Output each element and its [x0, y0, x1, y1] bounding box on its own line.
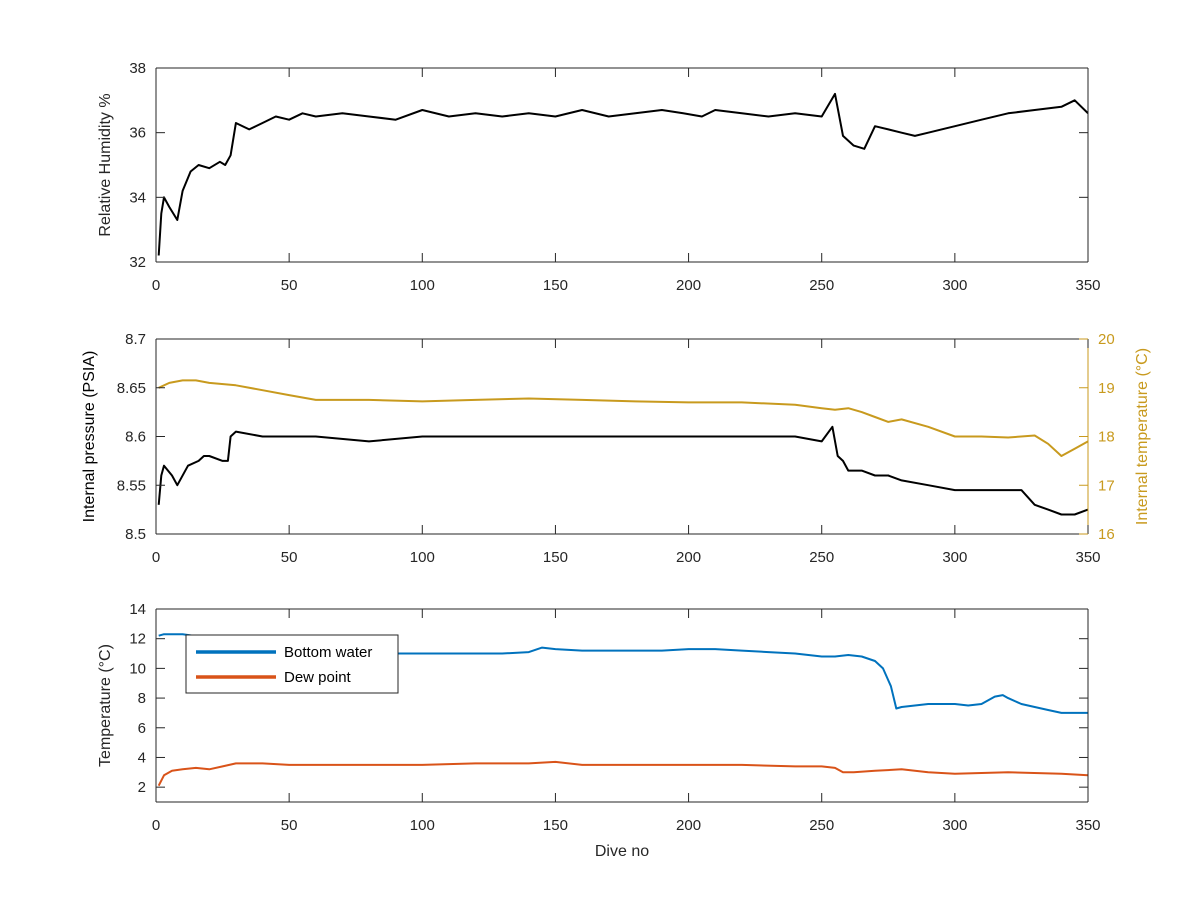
- y-tick-label: 36: [129, 125, 146, 142]
- legend-label: Bottom water: [284, 644, 372, 661]
- humidity-panel: 0 50 100 150 200 250 300 350 32 34 36 38 Relative Hu…: [97, 60, 1101, 294]
- x-tick-label: 300: [942, 277, 967, 294]
- y2-tick-label: 18: [1098, 429, 1115, 446]
- series-group: [157, 92, 1088, 256]
- x-tick-label: 0: [152, 549, 160, 566]
- series-line-0: [157, 425, 1088, 516]
- x-tick-label: 100: [410, 277, 435, 294]
- series-line-0: [157, 92, 1088, 256]
- y-axis-label: Relative Humidity %: [97, 93, 114, 236]
- x-tick-label: 250: [809, 817, 834, 834]
- x-tick-label: 200: [676, 277, 701, 294]
- pressure-temperature-panel: 0 50 100 150 200 250 300 350 8.5 8.55 8.6 8.65 8.7 16…: [81, 331, 1151, 566]
- y-tick-label: 38: [129, 60, 146, 77]
- y-tick-label: 12: [129, 631, 146, 648]
- y-tick-label: 8.55: [117, 477, 146, 494]
- legend-label: Dew point: [284, 669, 352, 686]
- y-tick-label: 10: [129, 660, 146, 677]
- y-tick-label: 8.7: [125, 331, 146, 348]
- x-tick-label: 250: [809, 277, 834, 294]
- y-axis-label: Temperature (°C): [97, 644, 114, 767]
- y2-axis-label: Internal temperature (°C): [1134, 348, 1151, 525]
- y-tick-label: 14: [129, 601, 146, 618]
- y-tick-label: 8.65: [117, 380, 146, 397]
- y-tick-label: 2: [138, 779, 146, 796]
- x-axis-label: Dive no: [595, 843, 649, 860]
- temperature-panel: 0 50 100 150 200 250 300 350 2 4 6 8 10 12 14 Temperatu…: [97, 601, 1101, 860]
- plot-area: [156, 68, 1088, 262]
- x-tick-label: 350: [1075, 277, 1100, 294]
- x-tick-label: 150: [543, 817, 568, 834]
- y-tick-label: 34: [129, 189, 146, 206]
- x-tick-label: 300: [942, 817, 967, 834]
- legend: Bottom water Dew point: [185, 634, 399, 694]
- x-tick-label: 250: [809, 549, 834, 566]
- x-tick-label: 50: [281, 817, 298, 834]
- x-tick-label: 50: [281, 277, 298, 294]
- legend-box: [185, 634, 399, 694]
- x-tick-label: 150: [543, 277, 568, 294]
- x-tick-label: 350: [1075, 817, 1100, 834]
- x-tick-label: 100: [410, 549, 435, 566]
- y-axis-label: Internal pressure (PSIA): [81, 351, 98, 523]
- x-tick-label: 200: [676, 549, 701, 566]
- x-tick-label: 200: [676, 817, 701, 834]
- y-tick-label: 8.6: [125, 429, 146, 446]
- series-line-1: [158, 379, 1088, 457]
- y-tick-label: 4: [138, 749, 146, 766]
- y2-tick-label: 16: [1098, 526, 1115, 543]
- x-tick-label: 150: [543, 549, 568, 566]
- y-tick-label: 32: [129, 254, 146, 271]
- y2-tick-label: 20: [1098, 331, 1115, 348]
- y2-tick-label: 19: [1098, 380, 1115, 397]
- x-tick-label: 0: [152, 817, 160, 834]
- series-group: [157, 379, 1088, 516]
- y2-tick-label: 17: [1098, 477, 1115, 494]
- y-tick-label: 6: [138, 720, 146, 737]
- x-tick-label: 50: [281, 549, 298, 566]
- series-line-dew-point: [157, 760, 1088, 787]
- x-tick-label: 300: [942, 549, 967, 566]
- x-tick-label: 100: [410, 817, 435, 834]
- y-tick-label: 8: [138, 690, 146, 707]
- x-tick-label: 0: [152, 277, 160, 294]
- y-tick-label: 8.5: [125, 526, 146, 543]
- x-tick-label: 350: [1075, 549, 1100, 566]
